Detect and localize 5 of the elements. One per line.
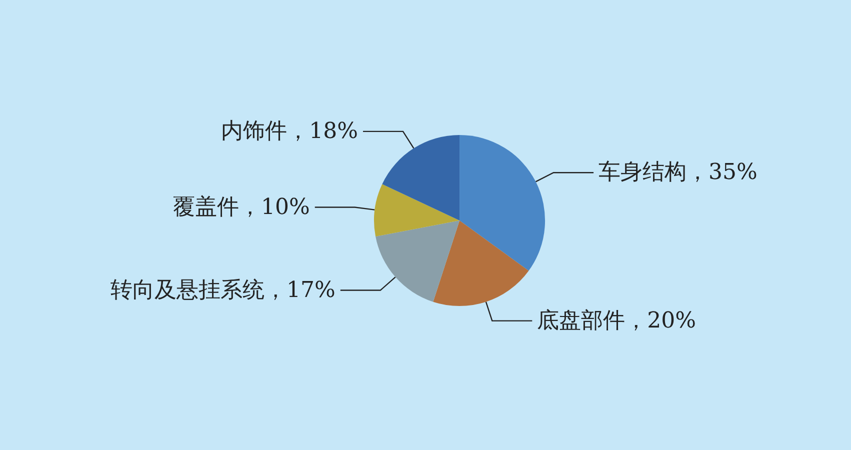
slice-label: 内饰件，18% — [221, 118, 358, 144]
slice-label: 转向及悬挂系统，17% — [110, 278, 336, 303]
slice-label: 车身结构，35% — [598, 160, 758, 186]
slice-label: 底盘部件，20% — [537, 308, 696, 334]
slice-label: 覆盖件，10% — [172, 194, 310, 220]
